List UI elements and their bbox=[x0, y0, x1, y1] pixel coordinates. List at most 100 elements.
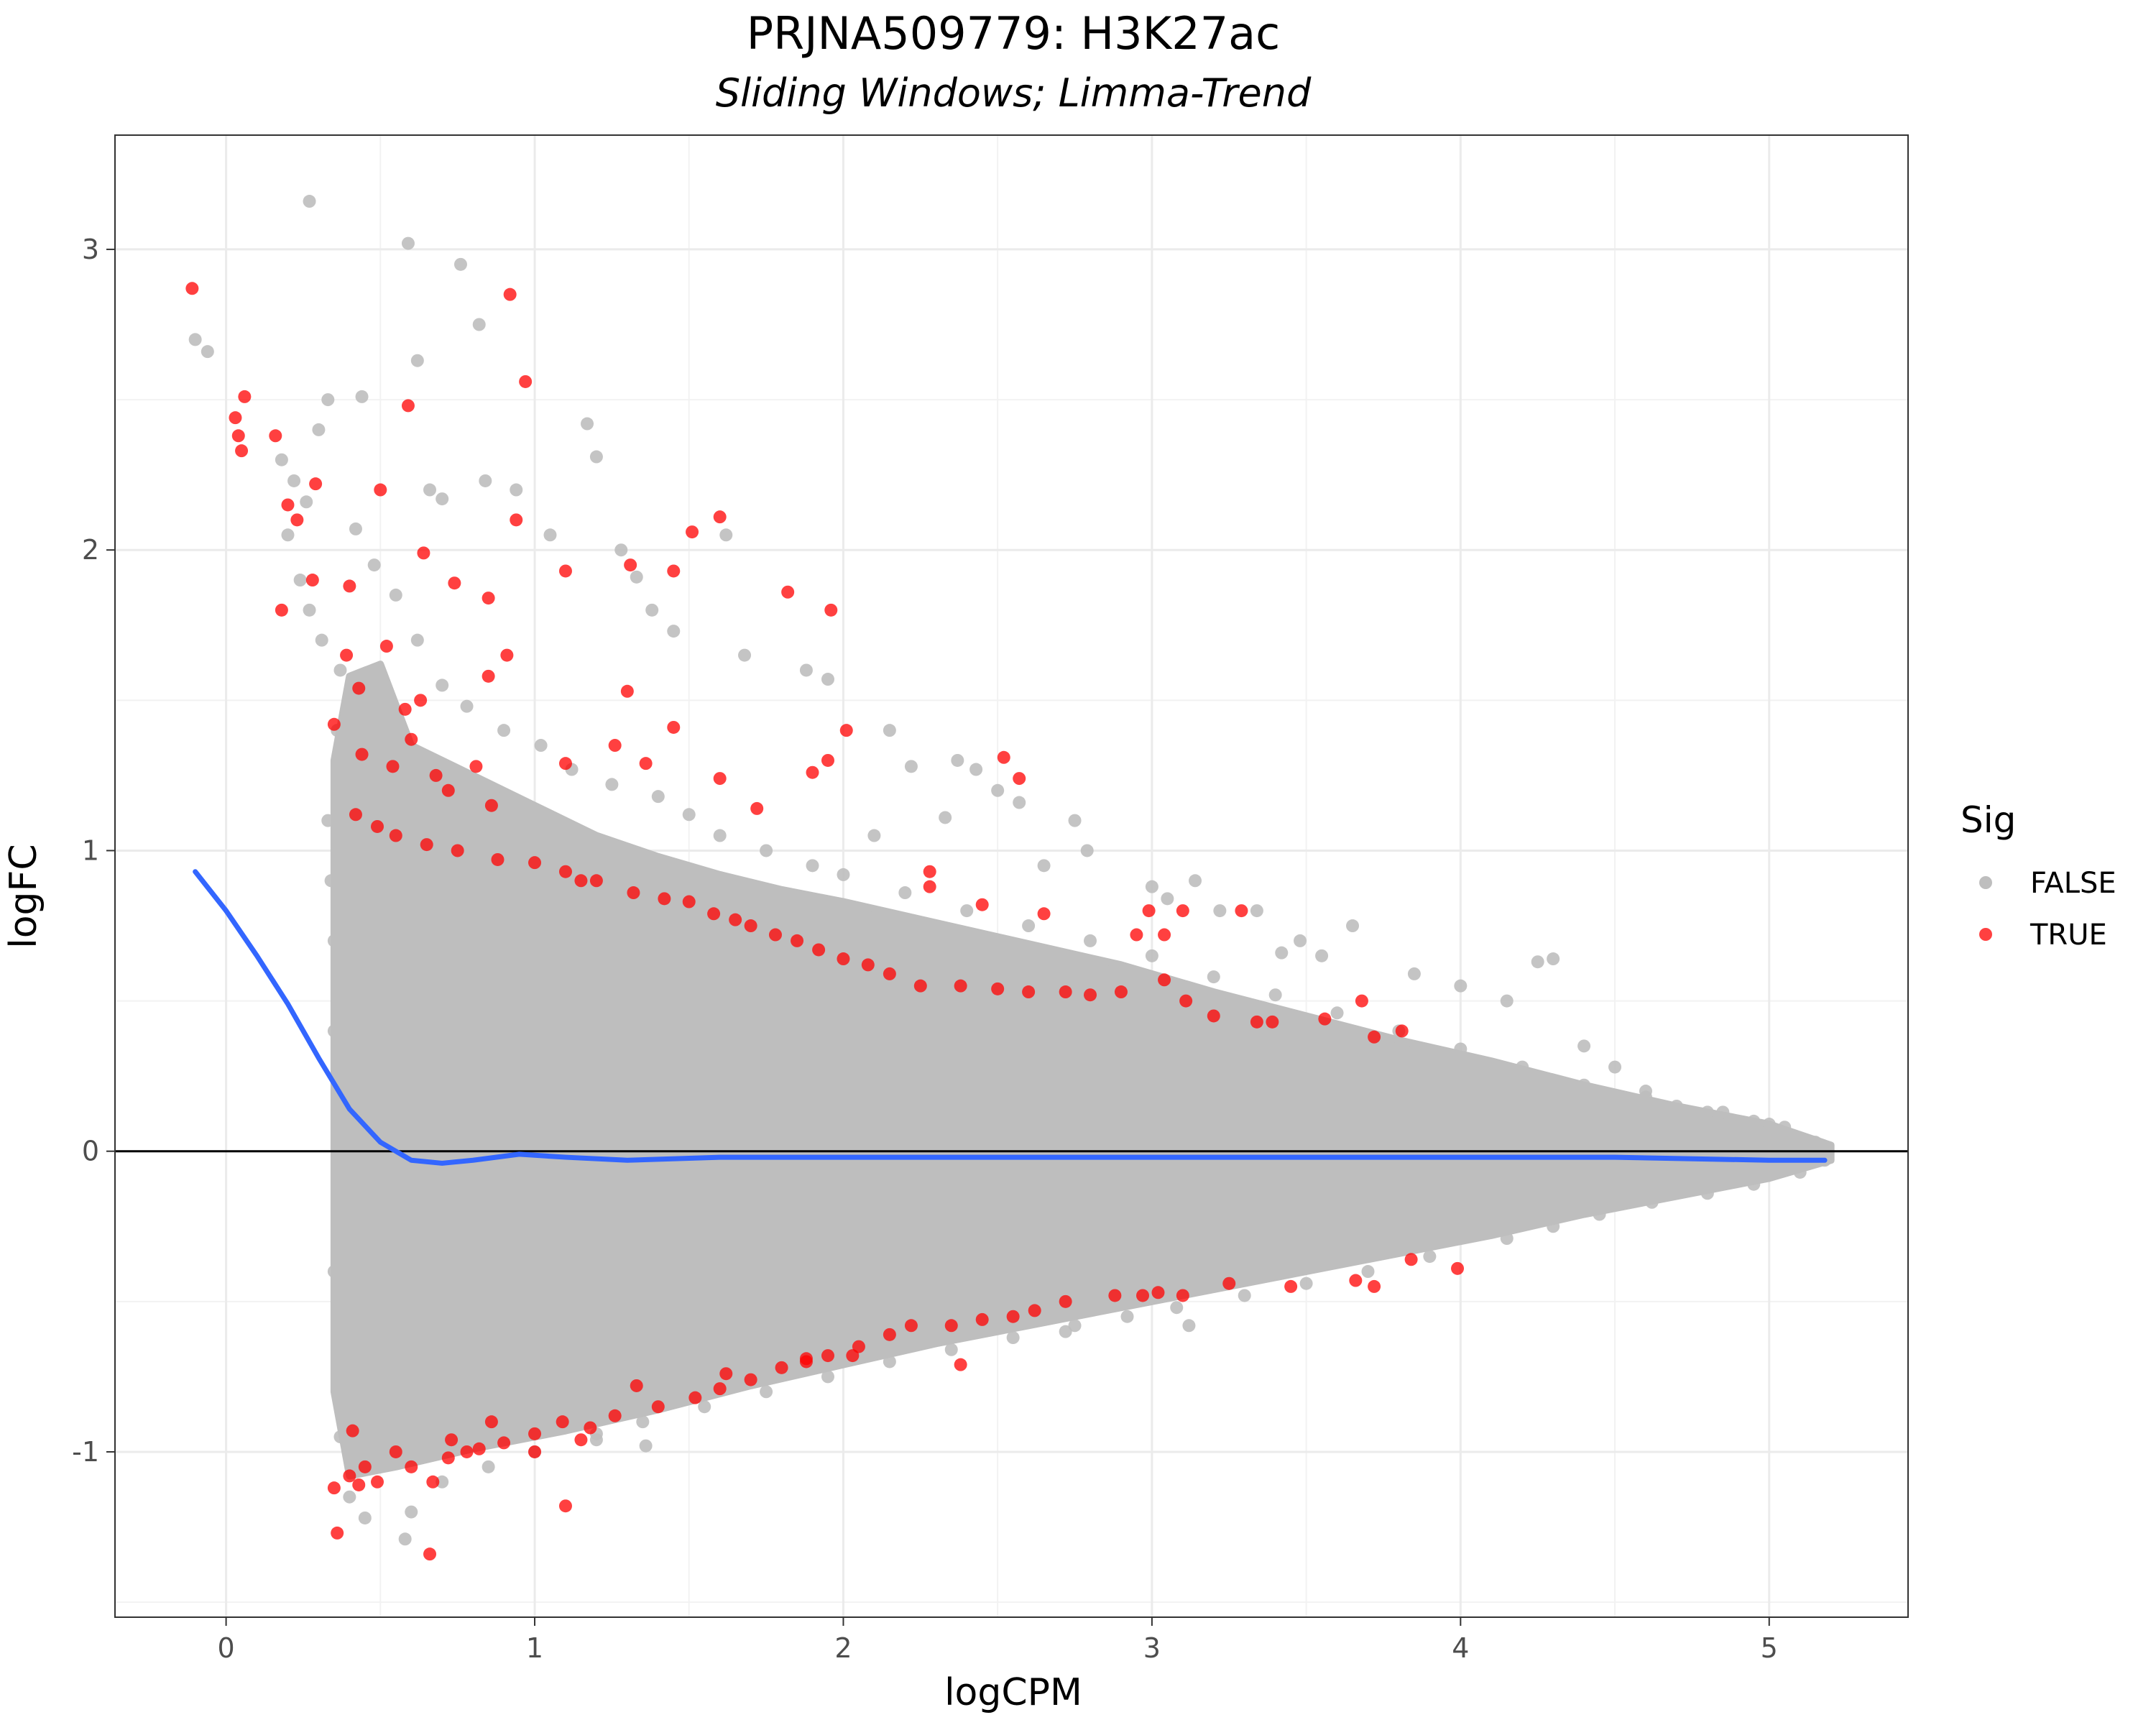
point-false bbox=[453, 257, 467, 271]
point-true bbox=[997, 750, 1010, 764]
point-false bbox=[1454, 979, 1468, 993]
point-false bbox=[1068, 814, 1082, 827]
point-true bbox=[799, 1352, 813, 1366]
point-true bbox=[497, 1436, 511, 1450]
legend-label-false: FALSE bbox=[2030, 867, 2116, 900]
point-true bbox=[846, 1349, 860, 1363]
point-false bbox=[630, 570, 643, 584]
point-true bbox=[414, 694, 428, 707]
point-true bbox=[620, 684, 634, 698]
point-true bbox=[238, 390, 252, 403]
point-true bbox=[1349, 1274, 1363, 1287]
point-true bbox=[744, 1373, 757, 1386]
point-true bbox=[1235, 904, 1248, 918]
point-true bbox=[371, 1475, 384, 1489]
legend-label-true: TRUE bbox=[2030, 919, 2107, 952]
point-false bbox=[287, 474, 301, 487]
point-true bbox=[781, 585, 795, 599]
point-true bbox=[426, 1475, 440, 1489]
point-true bbox=[558, 564, 572, 578]
point-false bbox=[201, 345, 214, 359]
point-true bbox=[1037, 907, 1051, 921]
point-false bbox=[331, 1355, 344, 1368]
point-true bbox=[343, 1469, 356, 1483]
point-true bbox=[682, 895, 696, 908]
point-true bbox=[904, 1319, 918, 1333]
point-true bbox=[713, 510, 727, 524]
point-false bbox=[1547, 952, 1560, 966]
point-false bbox=[321, 393, 335, 407]
point-false bbox=[367, 558, 381, 572]
point-false bbox=[698, 1400, 711, 1414]
point-false bbox=[605, 778, 619, 791]
point-false bbox=[1238, 1289, 1251, 1302]
point-true bbox=[1022, 985, 1036, 999]
point-true bbox=[528, 1427, 542, 1440]
point-true bbox=[472, 1442, 486, 1455]
point-true bbox=[627, 886, 640, 900]
point-false bbox=[1346, 919, 1360, 933]
point-false bbox=[1207, 970, 1220, 984]
point-false bbox=[1170, 1301, 1184, 1315]
point-true bbox=[371, 819, 384, 833]
point-true bbox=[821, 1349, 834, 1363]
point-false bbox=[806, 859, 819, 873]
point-false bbox=[1500, 994, 1514, 1008]
point-true bbox=[556, 1415, 569, 1429]
point-false bbox=[883, 724, 896, 737]
point-false bbox=[667, 625, 681, 638]
point-true bbox=[707, 907, 721, 921]
point-false bbox=[333, 663, 347, 677]
point-true bbox=[275, 603, 288, 617]
x-tick-label: 3 bbox=[1143, 1632, 1161, 1664]
point-false bbox=[1361, 1265, 1375, 1279]
point-false bbox=[991, 783, 1005, 797]
point-true bbox=[1130, 928, 1143, 942]
x-tick-label: 5 bbox=[1761, 1632, 1778, 1664]
point-false bbox=[1778, 1121, 1792, 1134]
point-false bbox=[904, 760, 918, 773]
y-axis-title: logFC bbox=[2, 844, 45, 949]
point-true bbox=[327, 717, 341, 731]
point-true bbox=[1028, 1304, 1041, 1317]
point-true bbox=[352, 681, 366, 695]
point-false bbox=[944, 1343, 958, 1356]
point-true bbox=[744, 919, 757, 933]
point-true bbox=[812, 943, 826, 957]
point-false bbox=[1013, 796, 1026, 809]
point-true bbox=[451, 844, 464, 857]
point-false bbox=[534, 739, 548, 753]
point-true bbox=[235, 444, 249, 458]
point-false bbox=[1299, 1276, 1313, 1290]
point-true bbox=[1222, 1276, 1236, 1290]
point-false bbox=[1330, 1006, 1344, 1020]
point-false bbox=[1639, 1090, 1652, 1104]
point-true bbox=[1059, 985, 1072, 999]
point-false bbox=[867, 829, 881, 842]
point-true bbox=[352, 1478, 366, 1491]
point-false bbox=[1213, 904, 1227, 918]
point-false bbox=[1268, 988, 1282, 1002]
point-false bbox=[1716, 1105, 1730, 1119]
x-tick-label: 1 bbox=[526, 1632, 543, 1664]
point-cloud-false bbox=[330, 661, 1835, 1480]
point-false bbox=[837, 868, 850, 881]
point-true bbox=[574, 874, 588, 888]
point-true bbox=[954, 979, 967, 993]
point-true bbox=[528, 1445, 542, 1458]
point-true bbox=[1368, 1030, 1381, 1044]
point-false bbox=[358, 1511, 372, 1524]
point-true bbox=[460, 1445, 474, 1458]
point-false bbox=[960, 904, 974, 918]
point-true bbox=[305, 574, 319, 587]
point-false bbox=[651, 790, 665, 804]
point-false bbox=[1120, 1310, 1134, 1323]
point-false bbox=[1407, 967, 1421, 980]
point-true bbox=[1355, 994, 1368, 1008]
point-true bbox=[1059, 1294, 1072, 1308]
point-true bbox=[343, 579, 356, 593]
point-false bbox=[1145, 949, 1158, 962]
point-true bbox=[667, 564, 681, 578]
point-false bbox=[349, 522, 362, 535]
